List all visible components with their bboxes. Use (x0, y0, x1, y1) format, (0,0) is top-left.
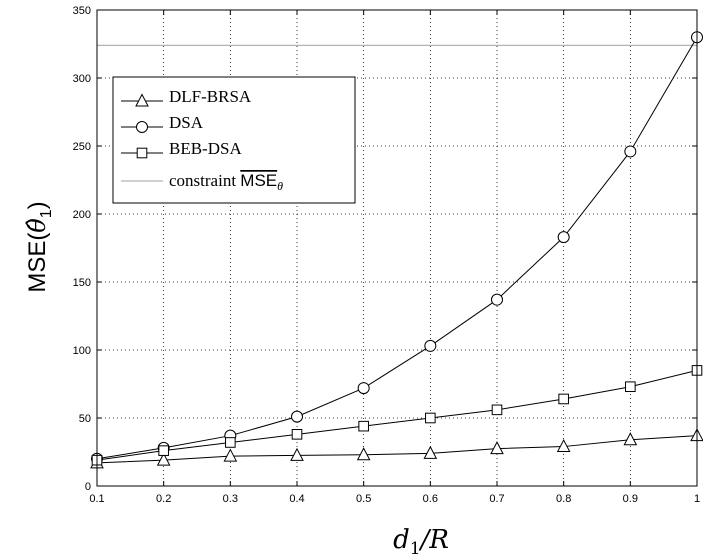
svg-text:MSE(θ̂1): MSE(θ̂1) (23, 201, 55, 292)
y-tick-label: 100 (73, 345, 91, 357)
data-point-dlf-brsa (423, 445, 438, 459)
series-layer (90, 31, 703, 469)
data-point-dlf-brsa (223, 448, 238, 462)
legend-label: BEB-DSA (169, 139, 242, 158)
plot-frame (96, 9, 698, 487)
data-point-dlf-brsa (156, 452, 171, 466)
x-tick-label: 0.2 (156, 493, 171, 505)
x-tick-label: 0.1 (89, 493, 104, 505)
data-point-beb-dsa (158, 445, 169, 456)
legend-label: DSA (169, 113, 204, 132)
data-point-dlf-brsa (556, 438, 571, 453)
x-tick-label: 0.5 (356, 493, 371, 505)
legend-box (112, 76, 356, 204)
data-point-beb-dsa (625, 381, 636, 393)
data-point-dsa (557, 231, 570, 244)
data-point-dlf-brsa (290, 447, 304, 461)
y-tick-label: 200 (73, 209, 91, 221)
x-tick-label: 0.8 (556, 493, 571, 505)
y-tick-label: 50 (79, 413, 91, 425)
data-point-beb-dsa (225, 437, 236, 448)
legend: DLF-BRSA DSA BEB-DSA constraint MSEθ (112, 76, 356, 204)
series-line-dlf-brsa (96, 435, 698, 464)
legend-label: DLF-BRSA (169, 87, 252, 106)
y-tick-label: 300 (73, 73, 91, 85)
data-point-dlf-brsa (490, 441, 504, 455)
x-tick-label: 0.3 (223, 493, 238, 505)
y-tick-label: 350 (73, 5, 91, 17)
x-tick-label: 1 (694, 493, 700, 505)
y-tick-label: 0 (85, 481, 91, 493)
data-point-beb-dsa (291, 429, 303, 440)
data-point-beb-dsa (358, 420, 369, 432)
x-tick-label: 0.9 (623, 493, 638, 505)
x-axis-label: d1/R (393, 525, 449, 556)
series-beb-dsa (91, 365, 703, 466)
legend-label-constraint: constraint MSEθ (169, 171, 283, 193)
data-point-dsa (291, 410, 303, 423)
y-tick-label: 150 (73, 277, 91, 289)
data-point-beb-dsa (558, 393, 569, 405)
data-point-beb-dsa (491, 404, 503, 416)
y-axis-label: MSE(θ̂1) (23, 201, 55, 292)
data-point-dlf-brsa (356, 447, 371, 461)
ticks: 0.1 0.2 0.3 0.4 0.5 0.6 0.7 0.8 0.9 1 0 50 100 150 200… (73, 5, 700, 505)
legend-marker (135, 93, 149, 107)
data-point-dlf-brsa (623, 432, 638, 446)
x-tick-label: 0.4 (289, 493, 304, 505)
data-point-beb-dsa (425, 412, 436, 424)
y-tick-label: 250 (73, 141, 91, 153)
x-tick-label: 0.6 (423, 493, 438, 505)
data-point-dsa (491, 293, 503, 306)
legend-marker (136, 147, 148, 159)
data-point-dsa (357, 382, 370, 395)
x-tick-label: 0.7 (489, 493, 504, 505)
grid (97, 10, 697, 486)
data-point-dsa (624, 145, 637, 158)
data-point-dsa (424, 339, 437, 352)
legend-marker (136, 121, 148, 133)
series-line-beb-dsa (96, 369, 698, 461)
series-line-dsa (96, 36, 698, 460)
